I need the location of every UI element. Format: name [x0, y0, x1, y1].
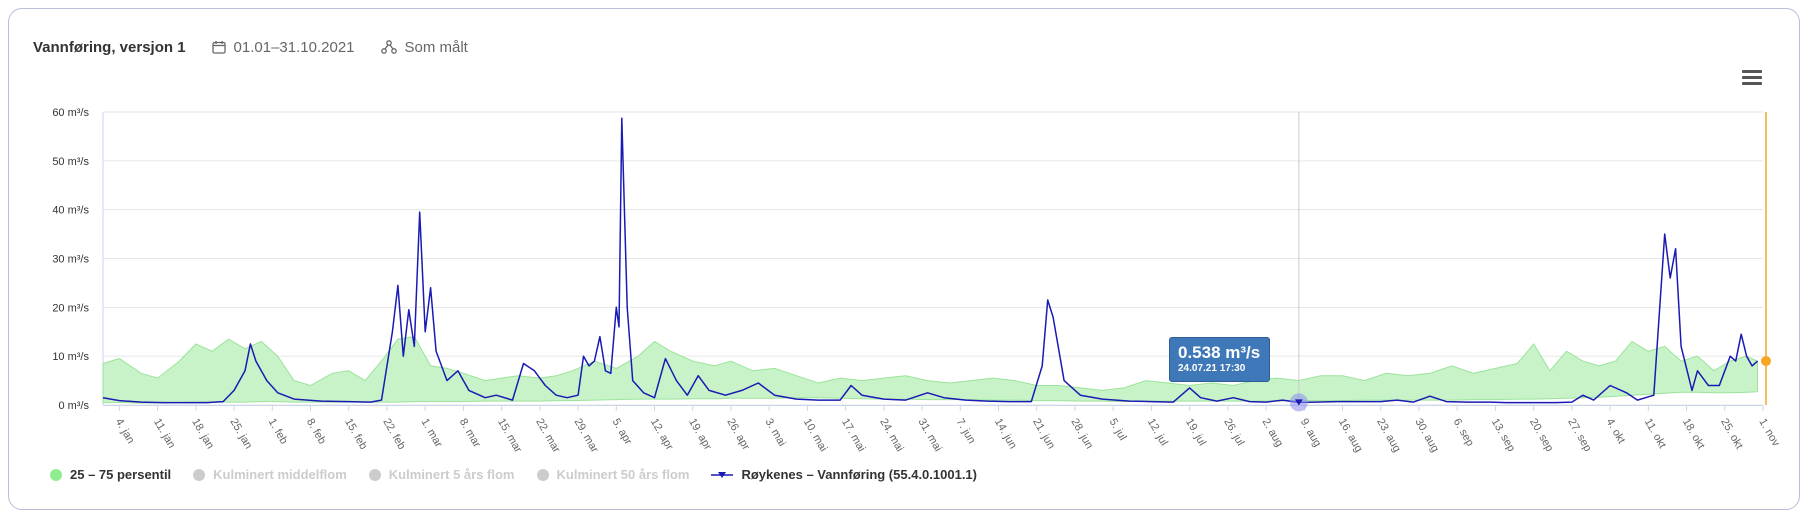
x-tick-label: 26. apr: [724, 417, 752, 453]
latest-point: [1761, 356, 1771, 367]
legend-item[interactable]: Kulminert 50 års flom: [536, 467, 690, 482]
x-tick-label: 1. nov: [1756, 417, 1782, 449]
nodes-icon: [380, 40, 397, 54]
x-tick-label: 4. okt: [1604, 417, 1628, 446]
x-tick-label: 15. mar: [495, 417, 524, 456]
x-tick-label: 13. sep: [1489, 417, 1517, 454]
x-tick-label: 8. mar: [457, 417, 483, 450]
x-tick-label: 20. sep: [1527, 417, 1555, 454]
calendar-icon: [211, 41, 226, 54]
date-range[interactable]: 01.01–31.10.2021: [211, 38, 355, 56]
x-tick-label: 11. okt: [1642, 417, 1669, 451]
legend-label: Røykenes – Vannføring (55.4.0.1001.1): [741, 467, 977, 482]
mode-label: Som målt: [404, 38, 468, 56]
x-tick-label: 10. mai: [801, 417, 829, 454]
x-tick-label: 18. jan: [189, 417, 216, 452]
x-tick-label: 5. apr: [610, 417, 635, 448]
x-tick-label: 16. aug: [1336, 417, 1365, 455]
legend-item[interactable]: Røykenes – Vannføring (55.4.0.1001.1): [711, 467, 977, 482]
x-tick-label: 24. mai: [877, 417, 905, 454]
legend-dot-icon: [50, 468, 62, 481]
x-tick-label: 3. mai: [763, 417, 788, 449]
legend-item[interactable]: Kulminert middelflom: [193, 467, 347, 482]
y-tick-label: 40 m³/s: [52, 205, 89, 217]
y-tick-label: 30 m³/s: [52, 254, 89, 266]
x-tick-label: 31. mai: [915, 417, 943, 454]
tooltip-value: 0.538 m³/s: [1178, 343, 1261, 362]
grid: [102, 111, 1763, 406]
x-tick-label: 7. jun: [954, 417, 978, 446]
legend-item[interactable]: Kulminert 5 års flom: [368, 467, 515, 482]
y-tick-label: 50 m³/s: [52, 156, 89, 168]
x-tick-label: 1. feb: [266, 417, 290, 447]
flow-line: [102, 117, 1758, 404]
x-tick-label: 15. feb: [342, 417, 369, 452]
chart-menu-button[interactable]: [1742, 70, 1762, 88]
chart-title: Vannføring, versjon 1: [33, 38, 186, 56]
x-tick-label: 8. feb: [304, 417, 328, 447]
x-tick-label: 22. feb: [380, 417, 407, 452]
legend-dot-icon: [536, 468, 549, 481]
tooltip-time: 24.07.21 17:30: [1178, 363, 1246, 374]
x-tick-label: 30. aug: [1412, 417, 1441, 455]
x-tick-label: 26. jul: [1221, 417, 1246, 448]
x-tick-label: 21. jun: [1030, 417, 1057, 452]
legend-label: Kulminert middelflom: [213, 467, 347, 482]
hamburger-icon: [1742, 70, 1762, 73]
y-tick-label: 10 m³/s: [52, 351, 89, 363]
y-tick-label: 20 m³/s: [52, 302, 89, 314]
x-tick-label: 23. aug: [1374, 417, 1403, 455]
x-tick-label: 9. aug: [1298, 417, 1324, 449]
y-axis: 0 m³/s 10 m³/s 20 m³/s 30 m³/s 40 m³/s 50 m³/…: [52, 107, 89, 412]
chart-legend: 25 – 75 persentil Kulminert middelflom Kul…: [50, 467, 999, 482]
x-tick-label: 12. jul: [1145, 417, 1170, 448]
legend-label: 25 – 75 persentil: [70, 467, 172, 482]
legend-dot-icon: [368, 468, 381, 481]
legend-label: Kulminert 5 års flom: [388, 467, 515, 482]
x-tick-label: 18. okt: [1680, 417, 1707, 452]
y-tick-label: 60 m³/s: [52, 107, 89, 119]
legend-label: Kulminert 50 års flom: [556, 467, 690, 482]
legend-item[interactable]: 25 – 75 persentil: [50, 467, 171, 482]
x-tick-label: 25. okt: [1718, 417, 1745, 452]
hover-tooltip: 0.538 m³/s 24.07.21 17:30: [1169, 337, 1270, 382]
y-tick-label: 0 m³/s: [58, 400, 89, 412]
x-tick-label: 12. apr: [648, 417, 676, 453]
chart-overlay: [1289, 112, 1771, 412]
chart-header: Vannføring, versjon 1 01.01–31.10.2021 S…: [33, 36, 468, 58]
x-tick-label: 17. mai: [839, 417, 867, 454]
x-axis: 4. jan 11. jan 18. jan 25. jan 1. feb 8. feb 1…: [113, 405, 1782, 455]
x-tick-label: 27. sep: [1565, 417, 1593, 454]
mode-selector[interactable]: Som målt: [380, 38, 468, 56]
x-tick-label: 28. jun: [1068, 417, 1095, 452]
x-tick-label: 11. jan: [151, 417, 178, 451]
x-tick-label: 1. mar: [419, 417, 445, 450]
x-tick-label: 14. jun: [992, 417, 1019, 452]
x-tick-label: 19. jul: [1183, 417, 1208, 448]
date-range-label: 01.01–31.10.2021: [233, 38, 355, 56]
hover-point: [1294, 399, 1303, 406]
x-tick-label: 2. aug: [1259, 417, 1285, 449]
x-tick-label: 4. jan: [113, 417, 137, 446]
x-tick-label: 6. sep: [1451, 417, 1476, 449]
line-marker-icon: [711, 471, 734, 478]
x-tick-label: 19. apr: [686, 417, 714, 453]
legend-dot-icon: [193, 468, 206, 481]
x-tick-label: 22. mar: [533, 417, 562, 456]
x-tick-label: 29. mar: [571, 417, 600, 456]
x-tick-label: 5. jul: [1107, 417, 1129, 443]
flow-series: [102, 117, 1758, 404]
x-tick-label: 25. jan: [227, 417, 254, 452]
